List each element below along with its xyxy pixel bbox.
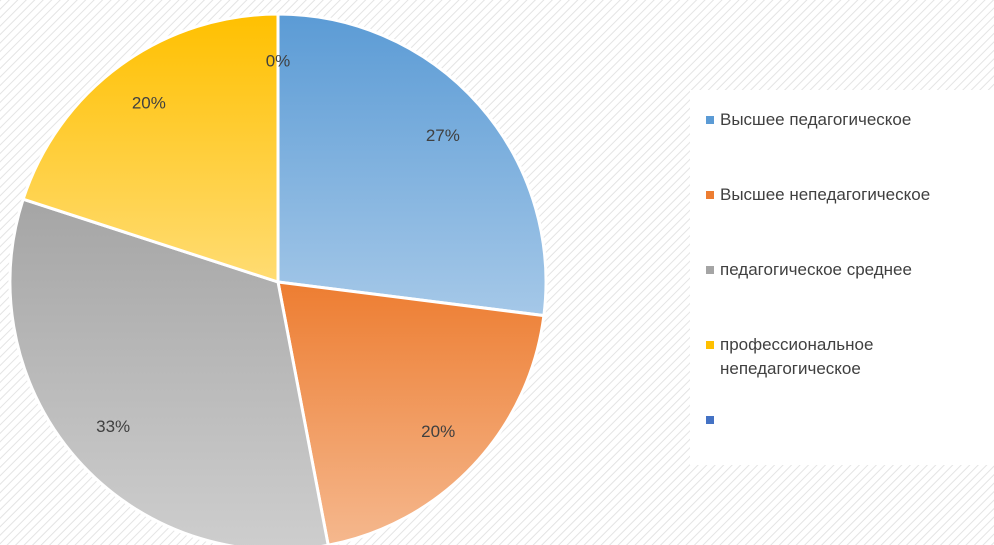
- legend-swatch: [706, 416, 714, 424]
- legend-swatch: [706, 341, 714, 349]
- data-label: 0%: [266, 52, 291, 71]
- legend-swatch: [706, 116, 714, 124]
- pie-slice: [8, 197, 330, 545]
- legend-label: Высшее непедагогическое: [720, 185, 931, 204]
- data-label: 27%: [426, 126, 460, 145]
- pie-slice: [276, 12, 548, 318]
- legend: Высшее педагогическое Высшее непедагогиче…: [690, 90, 994, 465]
- legend-swatch: [706, 191, 714, 199]
- legend-item: педагогическое среднее: [706, 258, 991, 282]
- pie-slice: [21, 12, 280, 285]
- data-label: 20%: [421, 422, 455, 441]
- pie-slice: [276, 280, 546, 545]
- legend-label: педагогическое среднее: [720, 260, 912, 279]
- legend-item: Высшее непедагогическое: [706, 183, 991, 207]
- legend-label: профессиональное непедагогическое: [720, 335, 874, 378]
- legend-item: Высшее педагогическое: [706, 108, 991, 132]
- legend-swatch: [706, 266, 714, 274]
- data-label: 20%: [132, 94, 166, 113]
- legend-item: профессиональное непедагогическое: [706, 333, 991, 381]
- data-label: 33%: [96, 417, 130, 436]
- legend-label: Высшее педагогическое: [720, 110, 912, 129]
